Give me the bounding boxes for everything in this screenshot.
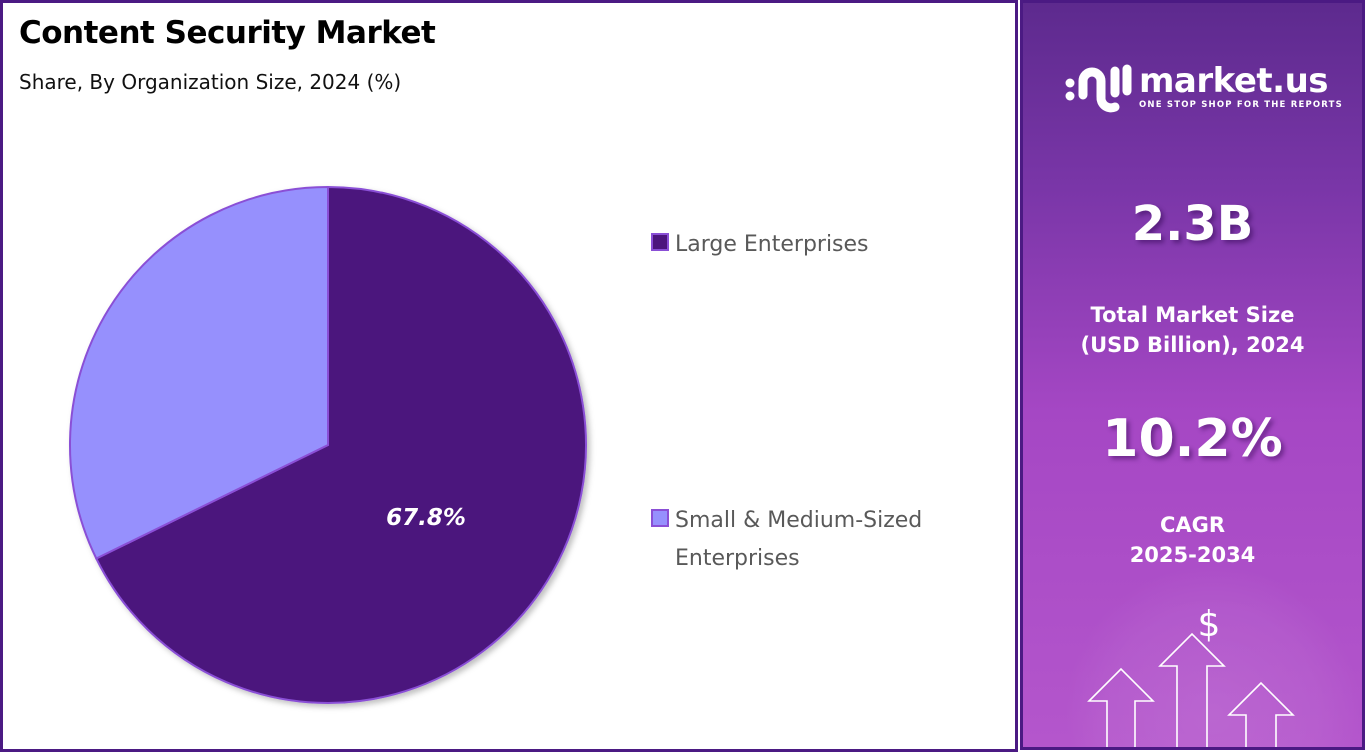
brand-name: market.us xyxy=(1139,61,1329,101)
svg-text:$: $ xyxy=(1198,604,1221,645)
pie-slice-label-large-enterprises: 67.8% xyxy=(386,505,466,531)
brand-tagline: ONE STOP SHOP FOR THE REPORTS xyxy=(1139,100,1343,110)
pie-slice-sme[interactable] xyxy=(68,185,329,560)
chart-title: Content Security Market xyxy=(19,15,436,51)
legend-label: Large Enterprises xyxy=(675,232,869,257)
market-size-value: 2.3B xyxy=(1131,196,1254,252)
chart-panel: Content Security Market Share, By Organi… xyxy=(0,0,1018,752)
market-size-label-line1: Total Market Size xyxy=(1090,303,1295,327)
cagr-label-line2: 2025-2034 xyxy=(1129,543,1256,567)
chart-subtitle: Share, By Organization Size, 2024 (%) xyxy=(19,70,402,94)
pie-chart-svg xyxy=(68,185,587,704)
market-us-logo-icon xyxy=(1065,64,1132,113)
pie-slice-large-enterprises[interactable] xyxy=(94,185,587,704)
stats-panel: market.us ONE STOP SHOP FOR THE REPORTS … xyxy=(1020,0,1365,750)
legend-label: Small & Medium-Sized Enterprises xyxy=(675,508,923,571)
legend-swatch-large-enterprises xyxy=(651,233,669,251)
pie-chart: 67.8% xyxy=(3,3,1021,755)
growth-arrows-dollar-icon: $ xyxy=(1087,604,1295,747)
market-size-label-line2: (USD Billion), 2024 xyxy=(1080,333,1305,357)
legend-item-large-enterprises: Large Enterprises xyxy=(651,226,975,264)
legend-item-sme: Small & Medium-Sized Enterprises xyxy=(651,502,975,578)
cagr-label-line1: CAGR xyxy=(1159,513,1226,537)
legend-swatch-sme xyxy=(651,509,669,527)
cagr-value: 10.2% xyxy=(1102,409,1283,469)
brand-logo: market.us ONE STOP SHOP FOR THE REPORTS xyxy=(1063,59,1343,115)
